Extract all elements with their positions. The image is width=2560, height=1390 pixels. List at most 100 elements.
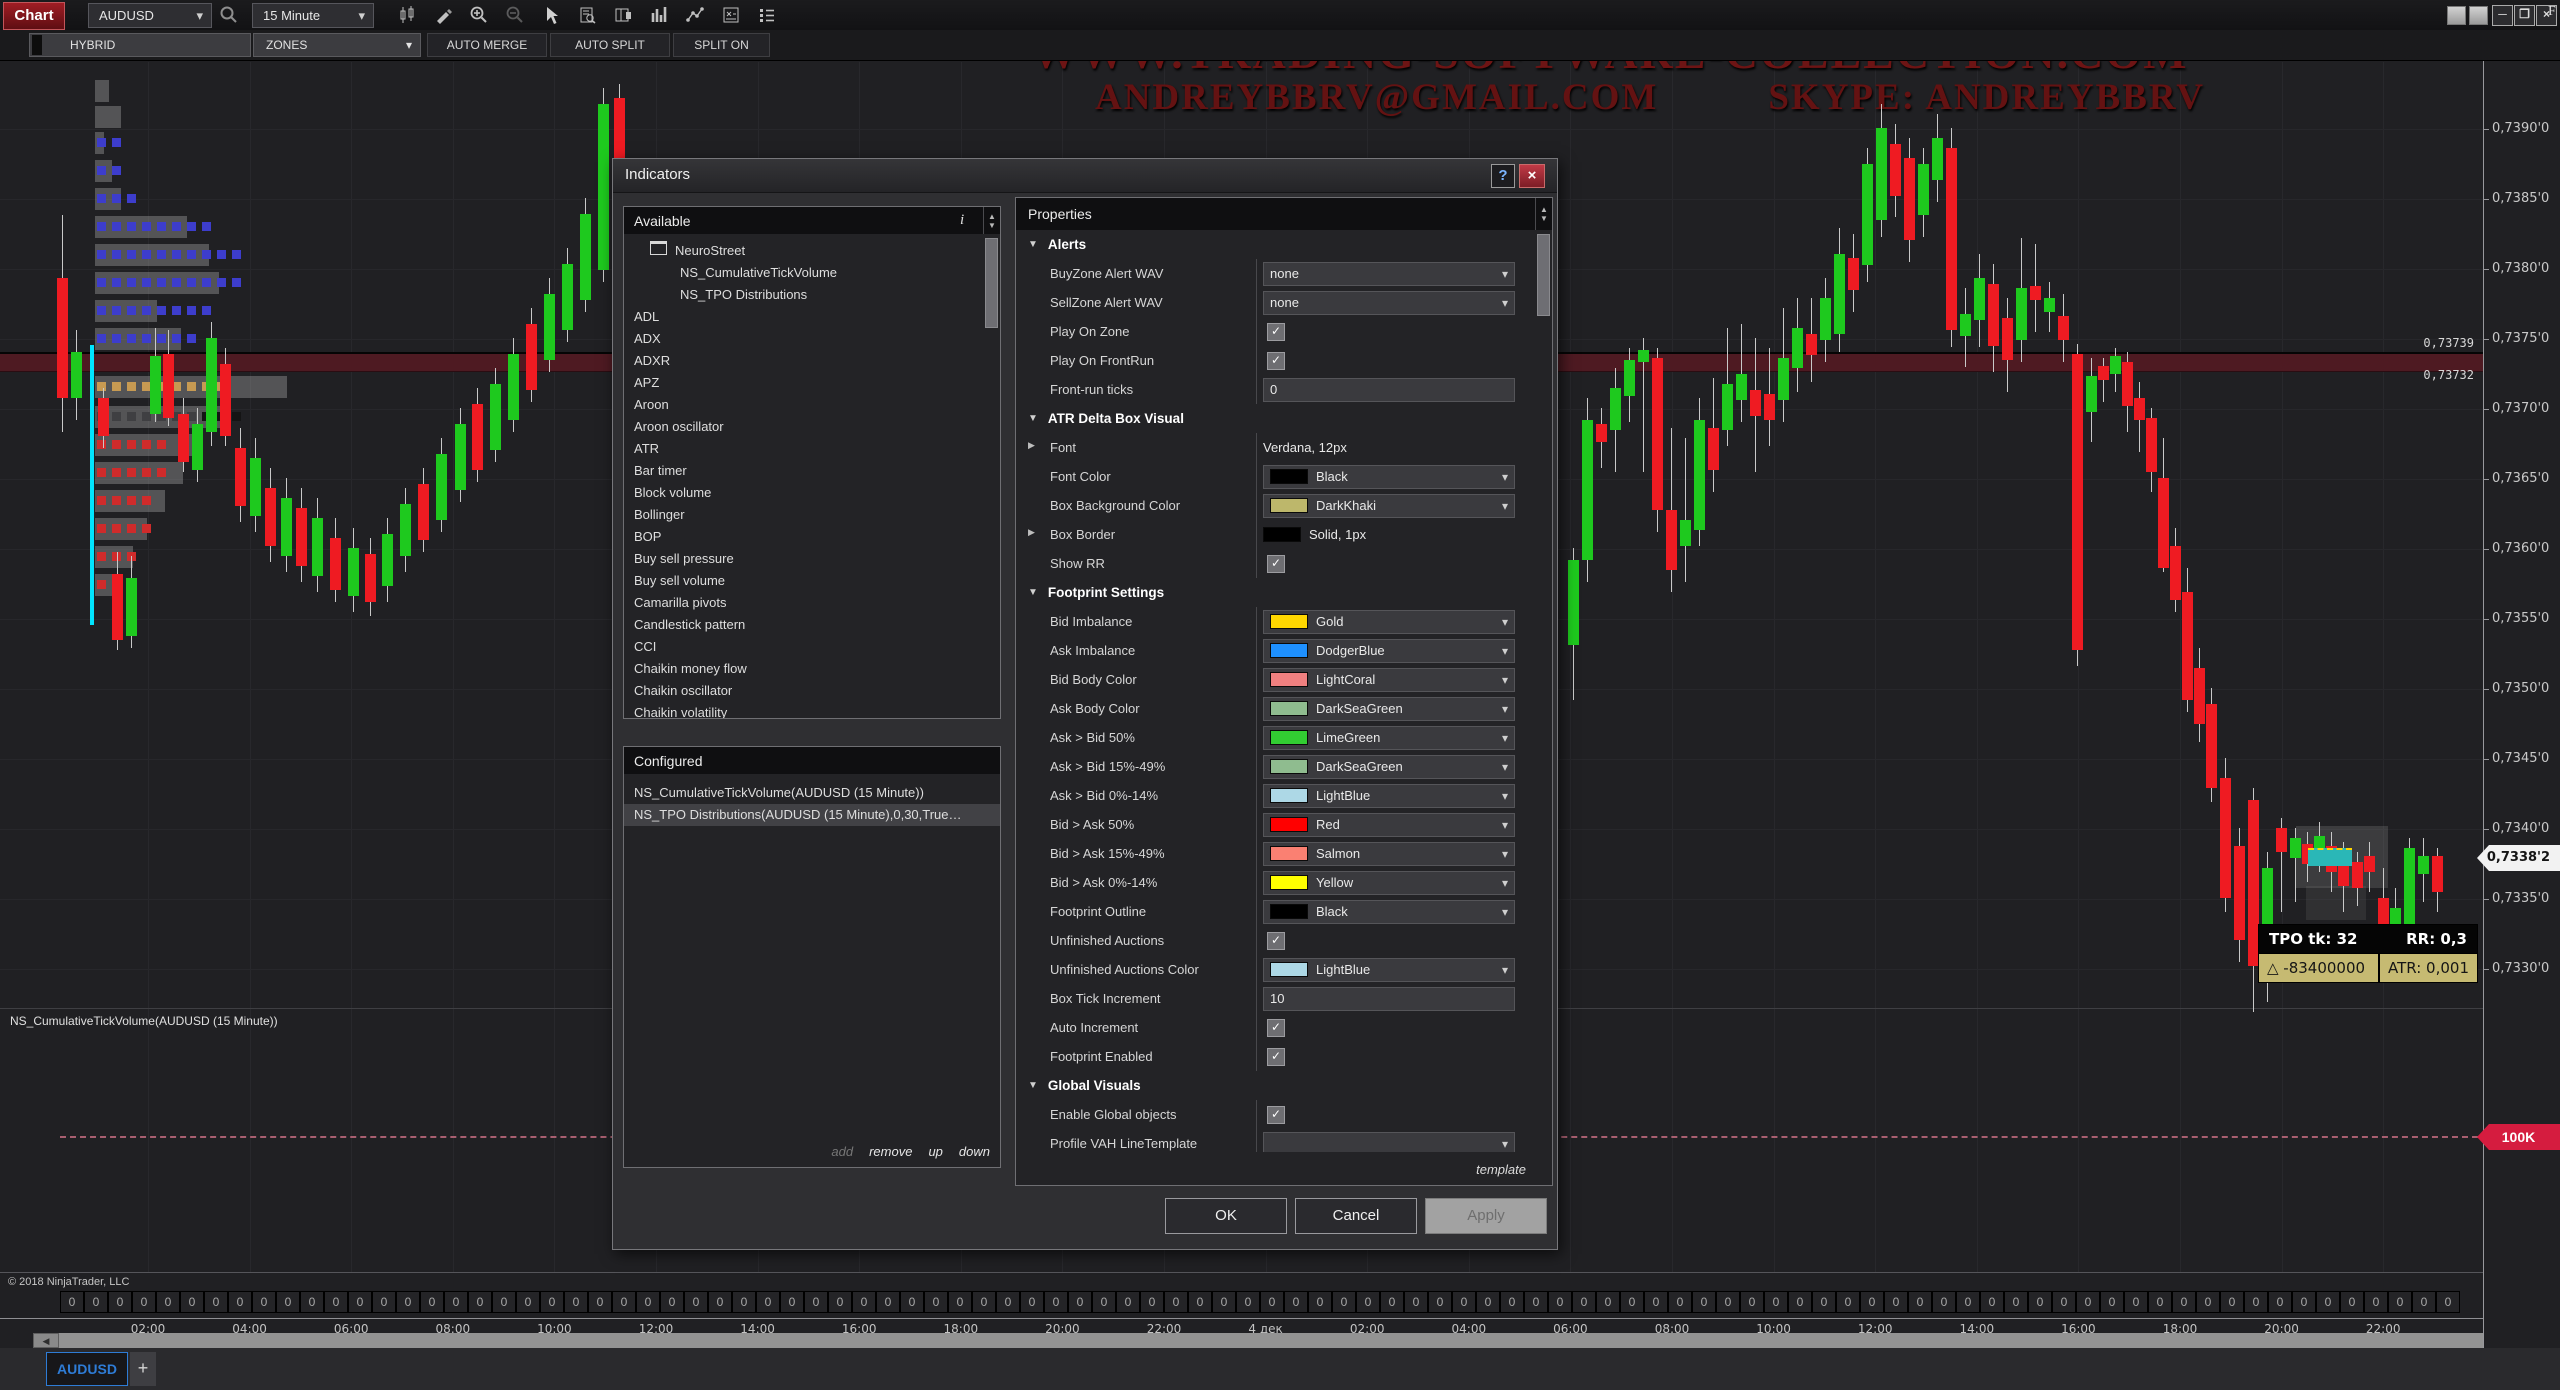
cancel-button[interactable]: Cancel: [1295, 1198, 1417, 1234]
property-row[interactable]: BuyZone Alert WAV none ▾: [1016, 259, 1538, 288]
available-item[interactable]: Aroon oscillator: [634, 419, 724, 434]
property-row[interactable]: SellZone Alert WAV none ▾: [1016, 288, 1538, 317]
available-scroll-thumb[interactable]: [985, 238, 998, 328]
expand-triangle-icon[interactable]: ▶: [1028, 527, 1035, 537]
available-item[interactable]: ATR: [634, 441, 660, 456]
property-control[interactable]: ✓: [1256, 1042, 1538, 1071]
dock-square-icon[interactable]: [2447, 6, 2466, 25]
property-row[interactable]: Footprint Outline Black ▾: [1016, 897, 1538, 926]
configured-item[interactable]: NS_CumulativeTickVolume(AUDUSD (15 Minut…: [634, 785, 924, 800]
available-item[interactable]: Bar timer: [634, 463, 687, 478]
value-dropdown[interactable]: LimeGreen ▾: [1263, 725, 1515, 750]
property-control[interactable]: Yellow ▾: [1256, 868, 1538, 897]
volume-histogram-icon[interactable]: [644, 2, 674, 28]
split-on-button[interactable]: SPLIT ON: [673, 33, 770, 57]
value-dropdown[interactable]: LightBlue ▾: [1263, 783, 1515, 808]
property-control[interactable]: 10: [1256, 984, 1538, 1013]
horizontal-scrollbar[interactable]: [59, 1333, 2483, 1348]
property-row[interactable]: Unfinished Auctions ✓: [1016, 926, 1538, 955]
property-control[interactable]: LimeGreen ▾: [1256, 723, 1538, 752]
info-icon[interactable]: i: [960, 212, 965, 228]
property-row[interactable]: Box Border ▶ Solid, 1px: [1016, 520, 1538, 549]
strategy-grid-icon[interactable]: [716, 2, 746, 28]
dialog-title-bar[interactable]: Indicators ? ×: [613, 159, 1557, 193]
collapse-triangle-icon[interactable]: ▼: [1028, 587, 1038, 598]
value-dropdown[interactable]: Black ▾: [1263, 899, 1515, 924]
value-input[interactable]: 10: [1263, 986, 1515, 1011]
candlestick-chart-icon[interactable]: [392, 2, 422, 28]
property-row[interactable]: Box Tick Increment 10: [1016, 984, 1538, 1013]
property-control[interactable]: LightBlue ▾: [1256, 955, 1538, 984]
spin-up-icon[interactable]: ▲: [988, 211, 996, 221]
value-dropdown[interactable]: ▾: [1263, 1131, 1515, 1152]
value-dropdown[interactable]: LightCoral ▾: [1263, 667, 1515, 692]
add-tab-button[interactable]: +: [130, 1352, 156, 1386]
draw-pencil-icon[interactable]: [428, 2, 458, 28]
collapse-triangle-icon[interactable]: ▼: [1028, 239, 1038, 250]
property-control[interactable]: Gold ▾: [1256, 607, 1538, 636]
property-row[interactable]: ▼ Global Visuals: [1016, 1071, 1538, 1100]
value-dropdown[interactable]: Red ▾: [1263, 812, 1515, 837]
property-control[interactable]: Black ▾: [1256, 897, 1538, 926]
add-link[interactable]: add: [831, 1144, 854, 1159]
property-row[interactable]: Ask > Bid 15%-49% DarkSeaGreen ▾: [1016, 752, 1538, 781]
property-row[interactable]: Footprint Enabled ✓: [1016, 1042, 1538, 1071]
data-box-icon[interactable]: [572, 2, 602, 28]
property-control[interactable]: 0: [1256, 375, 1538, 404]
available-item[interactable]: ADXR: [634, 353, 671, 368]
property-row[interactable]: ▼ ATR Delta Box Visual: [1016, 404, 1538, 433]
property-row[interactable]: Play On Zone ✓: [1016, 317, 1538, 346]
property-control[interactable]: LightBlue ▾: [1256, 781, 1538, 810]
property-control[interactable]: ✓: [1256, 317, 1538, 346]
property-control[interactable]: ✓: [1256, 549, 1538, 578]
symbol-select[interactable]: AUDUSD ▾: [88, 3, 212, 28]
cursor-icon[interactable]: [536, 2, 566, 28]
property-control[interactable]: DarkSeaGreen ▾: [1256, 694, 1538, 723]
property-row[interactable]: Ask Body Color DarkSeaGreen ▾: [1016, 694, 1538, 723]
properties-spinner[interactable]: ▲ ▼: [1535, 198, 1552, 230]
value-dropdown[interactable]: none ▾: [1263, 261, 1515, 286]
value-dropdown[interactable]: Salmon ▾: [1263, 841, 1515, 866]
available-item-child[interactable]: NS_TPO Distributions: [680, 287, 808, 302]
property-row[interactable]: Font ▶ Verdana, 12px: [1016, 433, 1538, 462]
value-dropdown[interactable]: DarkSeaGreen ▾: [1263, 754, 1515, 779]
hybrid-mode-box[interactable]: HYBRID: [29, 33, 251, 57]
property-control[interactable]: Red ▾: [1256, 810, 1538, 839]
property-control[interactable]: ✓: [1256, 926, 1538, 955]
available-spinner[interactable]: ▲ ▼: [983, 207, 1000, 234]
property-control[interactable]: Salmon ▾: [1256, 839, 1538, 868]
tab-audusd[interactable]: AUDUSD: [46, 1352, 128, 1386]
properties-scroll-thumb[interactable]: [1537, 234, 1550, 316]
property-control[interactable]: Black ▾: [1256, 462, 1538, 491]
available-item[interactable]: Block volume: [634, 485, 712, 500]
property-control[interactable]: DodgerBlue ▾: [1256, 636, 1538, 665]
collapse-triangle-icon[interactable]: ▼: [1028, 413, 1038, 424]
property-control[interactable]: DarkSeaGreen ▾: [1256, 752, 1538, 781]
property-control[interactable]: ▾: [1256, 1129, 1538, 1152]
auto-merge-button[interactable]: AUTO MERGE: [427, 33, 547, 57]
panel-split-icon[interactable]: [608, 2, 638, 28]
value-dropdown[interactable]: Gold ▾: [1263, 609, 1515, 634]
available-item[interactable]: Buy sell volume: [634, 573, 726, 588]
checkbox-checked[interactable]: ✓: [1267, 322, 1285, 341]
dock-square2-icon[interactable]: [2469, 6, 2488, 25]
template-link[interactable]: template: [1476, 1162, 1526, 1177]
checkbox-checked[interactable]: ✓: [1267, 931, 1285, 950]
chart-menu-button[interactable]: Chart: [3, 2, 65, 30]
close-dialog-button[interactable]: ×: [1519, 164, 1545, 188]
line-connect-icon[interactable]: [680, 2, 710, 28]
scroll-left-icon[interactable]: ◀: [33, 1333, 59, 1348]
available-item[interactable]: Candlestick pattern: [634, 617, 746, 632]
checkbox-checked[interactable]: ✓: [1267, 1047, 1285, 1066]
down-link[interactable]: down: [958, 1144, 990, 1159]
property-row[interactable]: Unfinished Auctions Color LightBlue ▾: [1016, 955, 1538, 984]
property-row[interactable]: Ask > Bid 0%-14% LightBlue ▾: [1016, 781, 1538, 810]
property-row[interactable]: Bid Body Color LightCoral ▾: [1016, 665, 1538, 694]
property-row[interactable]: ▼ Alerts: [1016, 230, 1538, 259]
value-input[interactable]: 0: [1263, 377, 1515, 402]
property-row[interactable]: Bid > Ask 15%-49% Salmon ▾: [1016, 839, 1538, 868]
collapse-triangle-icon[interactable]: ▼: [1028, 1080, 1038, 1091]
minimize-button[interactable]: ─: [2492, 5, 2513, 26]
available-item[interactable]: CCI: [634, 639, 657, 654]
property-row[interactable]: Show RR ✓: [1016, 549, 1538, 578]
